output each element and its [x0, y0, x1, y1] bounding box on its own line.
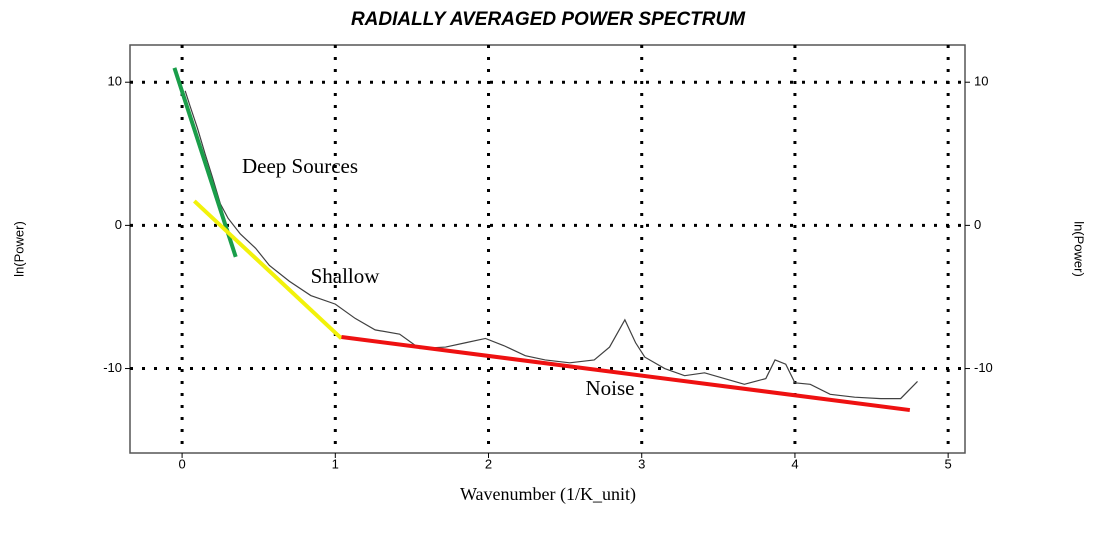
y-axis-label: ln(Power): [11, 221, 26, 277]
x-tick-label: 2: [485, 456, 492, 471]
y2-tick-label: 0: [974, 217, 981, 232]
y-tick-label: -10: [103, 360, 122, 375]
x-tick-label: 1: [332, 456, 339, 471]
x-tick-label: 5: [945, 456, 952, 471]
y-tick-label: 10: [108, 74, 122, 89]
annotation: Noise: [586, 376, 635, 400]
y2-axis-label: ln(Power): [1072, 221, 1087, 277]
fit-line: [172, 67, 238, 258]
x-tick-label: 0: [178, 456, 185, 471]
x-tick-label: 3: [638, 456, 645, 471]
annotation: Shallow: [311, 264, 381, 288]
fit-line: [192, 199, 343, 340]
y2-tick-label: 10: [974, 74, 988, 89]
plot-frame: [129, 44, 966, 454]
annotation: Deep Sources: [242, 154, 358, 178]
data-line: [184, 90, 918, 400]
x-axis-label: Wavenumber (1/K_unit): [460, 484, 636, 505]
chart-title: RADIALLY AVERAGED POWER SPECTRUM: [351, 9, 746, 30]
fit-line: [341, 335, 911, 413]
y-tick-label: 0: [115, 217, 122, 232]
y2-tick-label: -10: [974, 360, 993, 375]
x-tick-label: 4: [791, 456, 798, 471]
